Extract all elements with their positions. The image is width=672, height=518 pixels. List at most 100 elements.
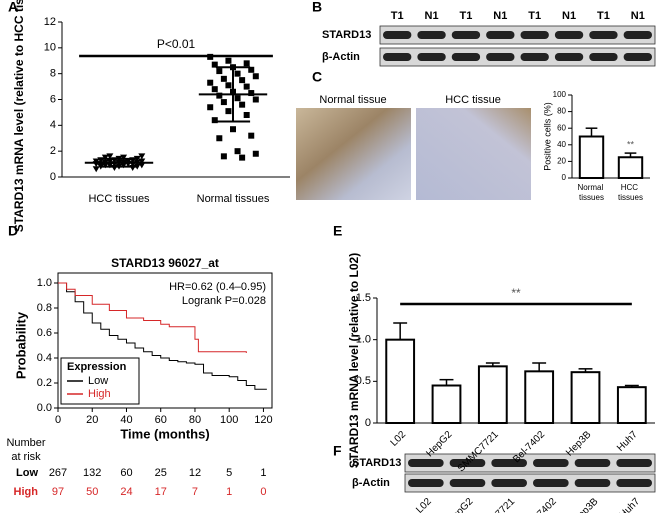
image-label: HCC tissue — [445, 94, 501, 106]
blot-strip — [404, 473, 656, 493]
data-point — [216, 92, 223, 99]
risk-value: 50 — [86, 486, 98, 498]
risk-value: 97 — [52, 486, 64, 498]
x-tick-label: 60 — [155, 414, 167, 426]
y-tick-label: 6 — [50, 93, 56, 105]
legend-label: Low — [88, 375, 108, 387]
blot-band — [383, 53, 412, 61]
blot-strip — [379, 47, 656, 67]
blot-band — [616, 459, 652, 467]
panel-label: E — [333, 223, 342, 239]
y-tick-label: 60 — [557, 123, 566, 132]
data-point — [239, 154, 246, 161]
x-tick-label: 80 — [189, 414, 201, 426]
bar — [578, 135, 605, 179]
data-point — [234, 148, 241, 155]
ihc-image — [416, 108, 531, 200]
data-point — [225, 82, 232, 89]
data-point — [234, 70, 241, 77]
blot-band — [449, 479, 486, 487]
x-tick-label: L02 — [389, 429, 409, 449]
y-tick-label: 100 — [553, 90, 567, 99]
bar — [617, 156, 644, 179]
x-tick-label: 40 — [120, 414, 132, 426]
bar — [570, 371, 601, 424]
risk-value: 12 — [189, 467, 201, 479]
x-tick-label: HCC tissues — [618, 183, 643, 202]
blot-row-label: β-Actin — [352, 477, 390, 489]
lane-label: N1 — [562, 10, 576, 22]
panel-label: A — [8, 0, 18, 15]
data-point — [106, 158, 114, 165]
data-point — [220, 153, 227, 160]
risk-value: 5 — [226, 467, 232, 479]
lane-label: N1 — [425, 10, 439, 22]
data-point — [234, 95, 241, 102]
y-tick-label: 8 — [50, 68, 56, 80]
risk-value: 25 — [155, 467, 167, 479]
lane-label: N1 — [493, 10, 507, 22]
y-tick-label: 1.0 — [37, 277, 52, 289]
x-tick-label: 20 — [86, 414, 98, 426]
survival-curve — [58, 282, 267, 390]
y-tick-label: 1.5 — [356, 292, 371, 304]
data-point — [106, 153, 114, 160]
risk-row-label: High — [14, 486, 39, 498]
risk-row-label: Low — [16, 467, 38, 479]
y-tick-label: 0.2 — [37, 377, 52, 389]
x-tick-label: Normal tissues — [577, 183, 605, 202]
blot-band — [491, 459, 527, 467]
panel-label: C — [312, 69, 322, 85]
blot-row-label: STARD13 — [352, 457, 401, 469]
blot-band — [616, 479, 652, 487]
survival-curve — [58, 282, 247, 353]
annotation: Logrank P=0.028 — [182, 295, 266, 307]
y-tick-label: 12 — [44, 16, 56, 28]
x-tick-label: Huh7 — [615, 429, 640, 454]
blot-strip — [404, 453, 656, 473]
data-point — [248, 66, 255, 73]
data-point — [106, 162, 114, 169]
data-point — [133, 163, 141, 170]
y-tick-label: 10 — [44, 42, 56, 54]
y-tick-label: 20 — [557, 157, 566, 166]
blot-band — [408, 459, 444, 467]
data-point — [207, 79, 214, 86]
ihc-image — [296, 108, 411, 200]
panel-label: F — [333, 443, 342, 459]
blot-band — [520, 31, 549, 39]
x-tick-label: 0 — [55, 414, 61, 426]
blot-band — [623, 53, 652, 61]
lane-label: T1 — [460, 10, 473, 22]
y-tick-label: 2 — [50, 145, 56, 157]
risk-value: 60 — [120, 467, 132, 479]
data-point — [138, 153, 146, 160]
data-point — [120, 154, 128, 161]
significance-label: P<0.01 — [157, 37, 196, 51]
data-point — [101, 154, 109, 161]
panel-label: D — [8, 223, 18, 239]
data-point — [248, 90, 255, 97]
lane-label: Huh7 — [617, 496, 642, 513]
data-point — [230, 126, 236, 133]
blot-band — [589, 53, 618, 61]
blot-band — [486, 53, 515, 61]
data-point — [220, 99, 227, 106]
y-tick-label: 0.4 — [37, 352, 52, 364]
blot-row-label: β-Actin — [322, 51, 360, 63]
blot-band — [533, 459, 569, 467]
risk-title: at risk — [11, 451, 41, 463]
x-axis-label: Time (months) — [120, 426, 209, 441]
data-point — [220, 75, 227, 82]
data-point — [211, 61, 218, 68]
risk-value: 24 — [120, 486, 132, 498]
data-point — [239, 77, 246, 84]
lane-label: T1 — [391, 10, 404, 22]
data-point — [225, 108, 232, 115]
bar — [431, 384, 462, 424]
blot-band — [486, 31, 515, 39]
bar — [385, 338, 416, 424]
blot-band — [408, 479, 444, 487]
data-point — [216, 135, 223, 142]
